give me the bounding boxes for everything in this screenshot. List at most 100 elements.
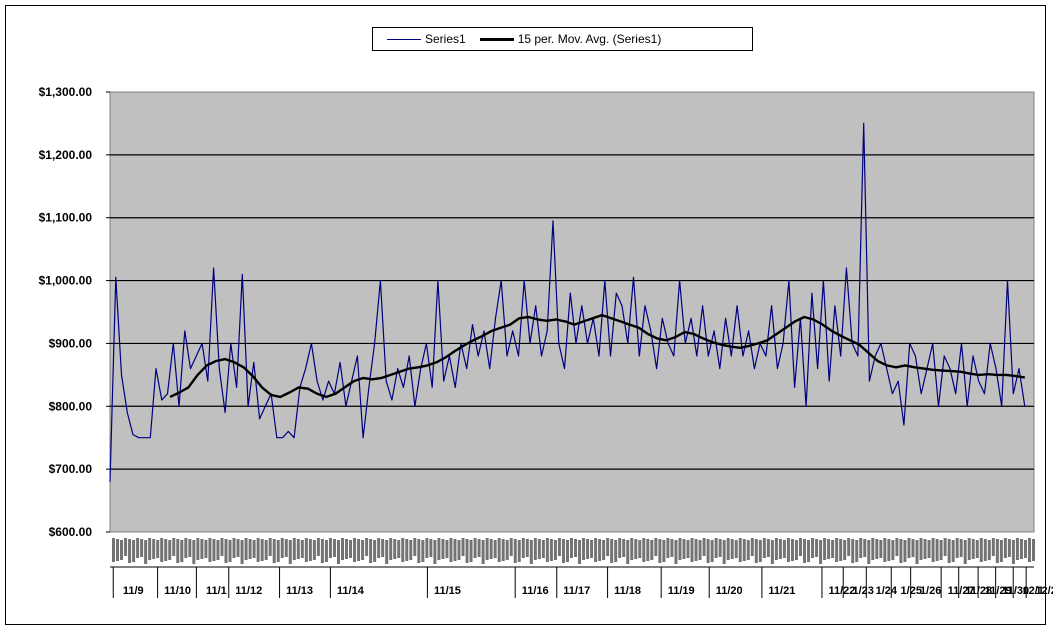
x-tick-glyph — [353, 538, 357, 562]
x-tick-glyph — [646, 539, 650, 561]
x-tick-glyph — [971, 539, 975, 559]
x-tick-glyph — [473, 538, 477, 558]
x-tick-glyph — [304, 538, 308, 562]
x-tick-glyph — [565, 540, 569, 562]
x-tick-glyph — [630, 538, 634, 560]
x-tick-glyph — [831, 540, 835, 558]
x-tick-glyph — [578, 540, 582, 564]
x-tick-glyph — [855, 540, 859, 562]
x-tick-label: 11/17 — [563, 585, 590, 597]
x-tick-glyph — [1015, 538, 1019, 560]
x-tick-glyph — [594, 538, 598, 562]
x-tick-glyph — [979, 538, 983, 562]
x-tick-glyph — [1011, 540, 1015, 564]
x-tick-glyph — [754, 539, 758, 563]
x-tick-glyph — [312, 540, 316, 560]
x-tick-glyph — [240, 540, 244, 564]
x-tick-glyph — [260, 539, 264, 561]
x-tick-glyph — [393, 539, 397, 559]
x-tick-label: 11/10 — [164, 585, 191, 597]
x-tick-glyph — [521, 538, 525, 558]
x-tick-glyph — [718, 539, 722, 557]
x-tick-label: 1/26 — [920, 585, 941, 597]
series1-line — [109, 122, 1026, 482]
x-tick-glyph — [586, 539, 590, 559]
x-tick-glyph — [336, 540, 340, 564]
x-tick-glyph — [790, 539, 794, 561]
x-tick-glyph — [397, 540, 401, 558]
x-tick-glyph — [132, 540, 136, 562]
x-tick-glyph — [349, 540, 353, 558]
x-tick-label: 11/21 — [768, 585, 795, 597]
x-tick-glyph — [389, 538, 393, 560]
x-tick-glyph — [533, 538, 537, 560]
x-tick-glyph — [843, 540, 847, 560]
x-tick-glyph — [381, 539, 385, 557]
x-tick-label: 1/25 — [901, 585, 922, 597]
x-tick-glyph — [827, 539, 831, 559]
x-tick-glyph — [324, 540, 328, 562]
x-tick-glyph — [481, 540, 485, 564]
x-tick-glyph — [782, 540, 786, 558]
x-tick-glyph — [742, 539, 746, 561]
x-tick-glyph — [678, 538, 682, 560]
x-tick-glyph — [256, 538, 260, 562]
x-tick-label: 11/18 — [614, 585, 641, 597]
x-tick-glyph — [252, 540, 256, 558]
x-tick-label: 12/2 — [1035, 585, 1053, 597]
x-tick-glyph — [292, 538, 296, 560]
x-tick-glyph — [602, 540, 606, 560]
x-tick-glyph — [493, 540, 497, 558]
x-tick-glyph — [634, 539, 638, 559]
x-tick-glyph — [903, 540, 907, 562]
x-tick-glyph — [710, 540, 714, 562]
x-tick-glyph — [867, 540, 871, 564]
x-tick-glyph — [244, 538, 248, 560]
x-tick-glyph — [160, 538, 164, 562]
x-tick-glyph — [328, 538, 332, 558]
x-tick-glyph — [670, 539, 674, 557]
x-tick-glyph — [357, 539, 361, 561]
x-tick-glyph — [895, 538, 899, 556]
x-tick-glyph — [116, 539, 120, 561]
x-tick-glyph — [891, 540, 895, 560]
moving-avg-swatch — [479, 37, 514, 41]
x-tick-glyph — [770, 540, 774, 564]
x-tick-glyph — [706, 539, 710, 563]
x-tick-glyph — [686, 540, 690, 558]
x-axis-ticks: 11/9 11/10 11/1 11/12 11/13 11/14 11/15 11/16 11… — [110, 538, 1053, 598]
x-tick-glyph — [505, 540, 509, 560]
x-tick-glyph — [248, 539, 252, 559]
legend-item-series1: Series1 — [387, 32, 466, 46]
x-tick-glyph — [425, 538, 429, 558]
legend: Series1 15 per. Mov. Avg. (Series1) — [372, 27, 753, 51]
x-tick-glyph — [308, 539, 312, 561]
x-tick-glyph — [879, 540, 883, 558]
x-tick-glyph — [610, 539, 614, 563]
x-tick-label: 11/15 — [434, 585, 461, 597]
x-tick-glyph — [320, 539, 324, 563]
x-tick-glyph — [919, 538, 923, 560]
x-tick-glyph — [734, 540, 738, 558]
y-tick-label: $1,200.00 — [39, 148, 93, 162]
x-tick-glyph — [815, 539, 819, 557]
y-tick-label: $700.00 — [49, 462, 93, 476]
x-tick-glyph — [332, 539, 336, 557]
x-tick-glyph — [513, 539, 517, 563]
x-tick-glyph — [682, 539, 686, 559]
x-tick-glyph — [807, 540, 811, 562]
x-tick-glyph — [501, 539, 505, 561]
x-tick-glyph — [469, 540, 473, 562]
x-tick-glyph — [300, 540, 304, 558]
x-tick-glyph — [184, 538, 188, 558]
x-tick-glyph — [622, 539, 626, 557]
x-tick-glyph — [124, 538, 128, 556]
x-tick-glyph — [176, 539, 180, 563]
x-tick-glyph — [144, 540, 148, 564]
x-tick-glyph — [915, 540, 919, 564]
x-tick-glyph — [995, 539, 999, 563]
x-tick-glyph — [200, 539, 204, 559]
x-tick-glyph — [863, 539, 867, 557]
x-tick-glyph — [811, 538, 815, 558]
x-tick-glyph — [935, 539, 939, 561]
